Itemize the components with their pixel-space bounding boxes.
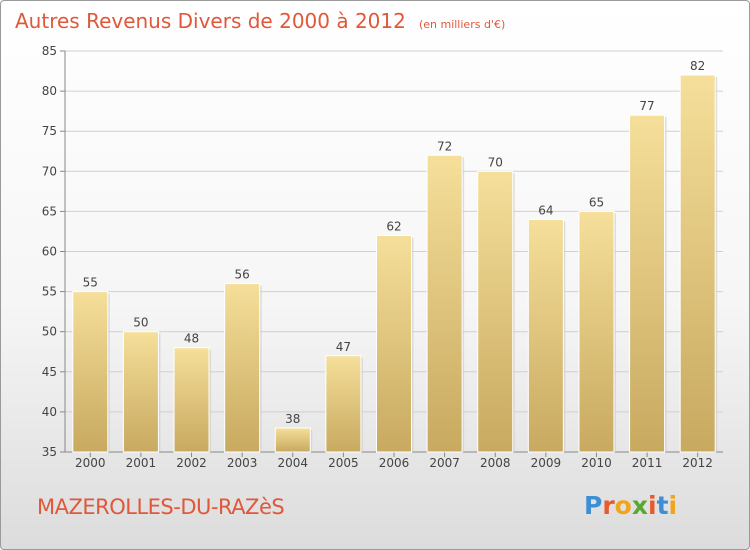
- bar-value-label: 38: [285, 412, 300, 426]
- y-tick-label: 70: [42, 164, 57, 178]
- chart-header: Autres Revenus Divers de 2000 à 2012 (en…: [15, 9, 505, 33]
- logo-letter: t: [656, 491, 669, 520]
- logo-letter: x: [631, 491, 648, 520]
- proxiti-logo: Proxiti: [584, 491, 677, 520]
- labels: 35 40 45 50 55 60 65 70 75 80 85 55 2000 50 2001 48 2002…: [42, 44, 713, 470]
- x-tick-label: 2005: [328, 456, 359, 470]
- logo-letter: i: [648, 491, 657, 520]
- bar: [527, 218, 564, 453]
- bar-value-label: 82: [690, 59, 705, 73]
- y-tick-label: 55: [42, 285, 57, 299]
- bar: [122, 331, 159, 453]
- bar: [224, 283, 261, 453]
- y-tick-label: 65: [42, 204, 57, 218]
- bar-value-label: 77: [639, 99, 654, 113]
- bar-value-label: 72: [437, 139, 452, 153]
- x-tick-label: 2010: [581, 456, 612, 470]
- logo-letter: r: [602, 491, 615, 520]
- bar: [578, 210, 615, 453]
- chart-title: Autres Revenus Divers de 2000 à 2012: [15, 9, 406, 33]
- city-name: MAZEROLLES-DU-RAZèS: [37, 495, 285, 519]
- bar: [679, 74, 716, 453]
- chart-subtitle: (en milliers d'€): [418, 18, 506, 31]
- y-tick-label: 85: [42, 44, 57, 58]
- y-tick-label: 75: [42, 124, 57, 138]
- logo-letter: P: [584, 491, 603, 520]
- x-tick-label: 2009: [531, 456, 562, 470]
- bar: [477, 170, 514, 453]
- bar: [173, 347, 210, 453]
- y-tick-label: 50: [42, 325, 57, 339]
- bar-value-label: 50: [133, 316, 148, 330]
- y-tick-label: 40: [42, 405, 57, 419]
- bars: [72, 74, 718, 453]
- x-tick-label: 2006: [379, 456, 410, 470]
- x-tick-label: 2001: [126, 456, 157, 470]
- y-tick-label: 80: [42, 84, 57, 98]
- x-tick-label: 2011: [632, 456, 663, 470]
- x-tick-label: 2002: [176, 456, 207, 470]
- y-tick-label: 45: [42, 365, 57, 379]
- bar-value-label: 56: [235, 268, 250, 282]
- bar: [274, 427, 311, 453]
- bar: [376, 234, 412, 453]
- y-tick-label: 35: [42, 445, 57, 459]
- bar-value-label: 70: [488, 155, 503, 169]
- logo-letter: i: [668, 491, 678, 520]
- bar-value-label: 55: [83, 276, 98, 290]
- bar-value-label: 62: [386, 219, 401, 233]
- bar-value-label: 64: [538, 203, 553, 217]
- bar: [629, 114, 666, 453]
- logo-letter: o: [614, 491, 632, 520]
- bar-value-label: 48: [184, 332, 199, 346]
- y-tick-label: 60: [42, 245, 57, 259]
- bar-value-label: 47: [336, 340, 351, 354]
- bar: [325, 355, 362, 453]
- bar-value-label: 65: [589, 195, 604, 209]
- x-tick-label: 2007: [429, 456, 460, 470]
- bar: [72, 291, 109, 453]
- x-tick-label: 2000: [75, 456, 106, 470]
- x-tick-label: 2003: [227, 456, 258, 470]
- bar: [426, 154, 463, 453]
- x-tick-label: 2012: [682, 456, 713, 470]
- x-tick-label: 2008: [480, 456, 511, 470]
- x-tick-label: 2004: [277, 456, 308, 470]
